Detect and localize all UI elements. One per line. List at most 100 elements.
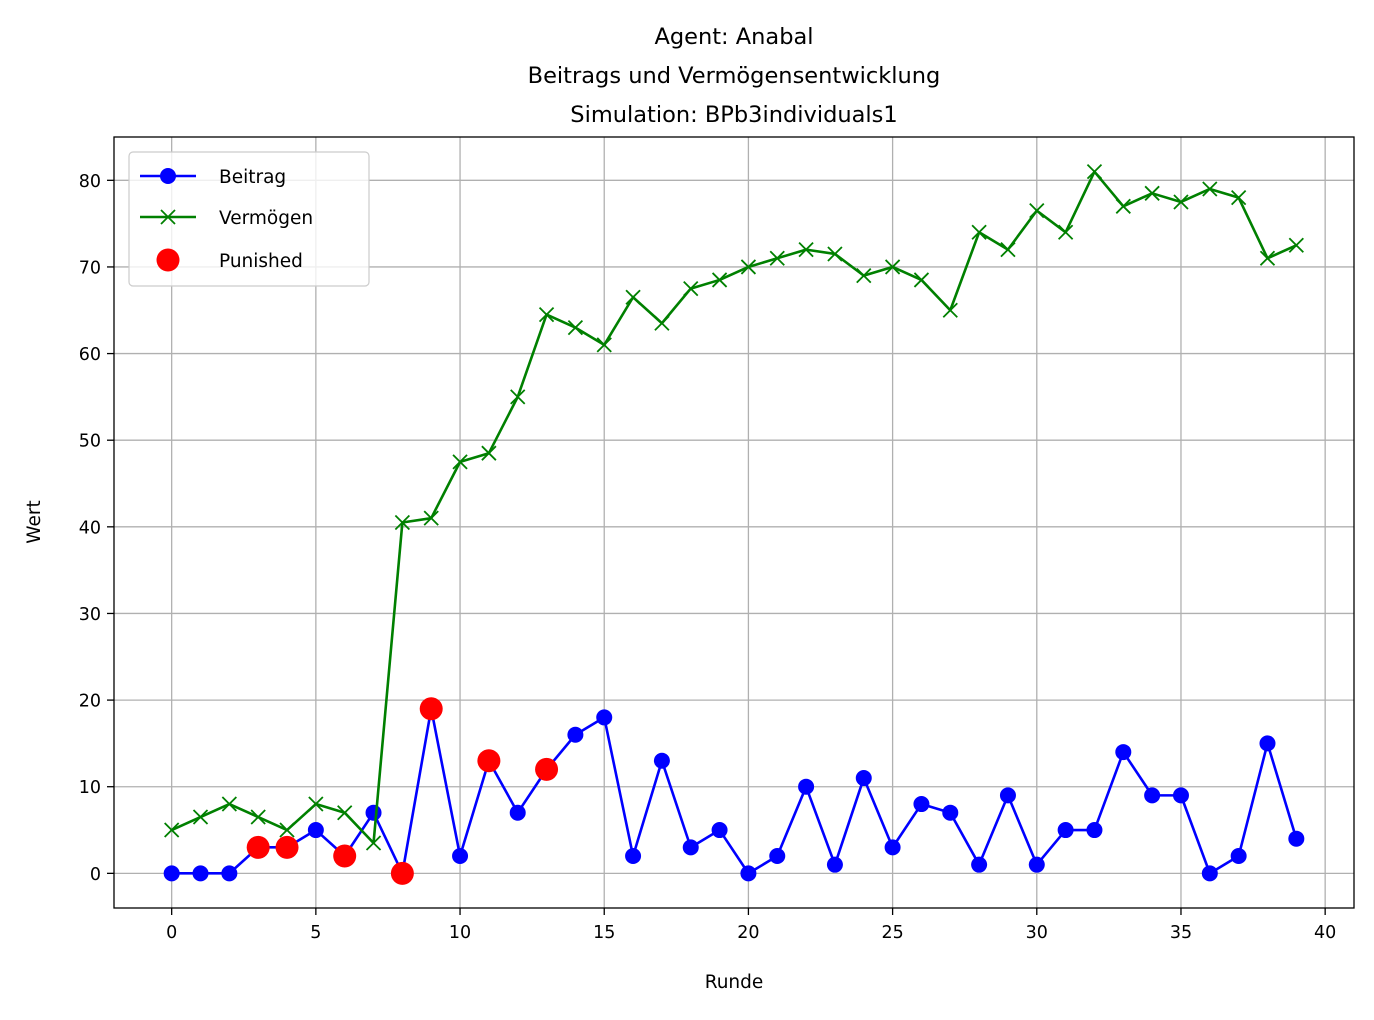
plot-frame [113, 136, 1355, 909]
beitrag-point [509, 804, 526, 821]
punished-point [246, 835, 270, 859]
x-marker-stroke [337, 805, 353, 821]
beitrag-point [452, 848, 469, 865]
x-marker-stroke [971, 224, 987, 240]
beitrag-point [365, 804, 382, 821]
beitrag-point [711, 822, 728, 839]
x-marker-stroke [884, 259, 901, 275]
beitrag-point [999, 787, 1016, 804]
x-marker-stroke [1000, 241, 1016, 258]
x-tick-label: 15 [593, 923, 615, 943]
x-marker-stroke [160, 209, 176, 225]
vermoegen-point [856, 267, 872, 284]
beitrag-point [221, 865, 238, 882]
vermoegen-point [1000, 241, 1016, 258]
x-marker-stroke [1288, 237, 1304, 253]
beitrag-point [884, 839, 901, 856]
x-marker-stroke [769, 250, 785, 266]
legend-label-vermoegen: Vermögen [219, 208, 313, 229]
vermoegen-point [769, 250, 785, 266]
legend-marker-punished [156, 248, 180, 272]
x-marker-stroke [683, 280, 699, 297]
vermoegen-point [1115, 198, 1131, 214]
beitrag-point [740, 865, 757, 882]
y-tick-label: 10 [79, 778, 101, 798]
x-marker-stroke [654, 315, 670, 331]
x-marker-stroke [394, 514, 411, 531]
vermoegen-point [683, 280, 699, 297]
x-marker-stroke [740, 259, 757, 275]
x-tick-label: 35 [1170, 923, 1192, 943]
beitrag-point [625, 848, 642, 865]
vermoegen-point [1086, 164, 1103, 180]
x-tick-label: 0 [166, 923, 177, 943]
y-tick-label: 60 [79, 345, 101, 365]
x-marker-stroke [192, 809, 209, 825]
beitrag-point [1288, 830, 1305, 847]
beitrag-point [596, 709, 613, 726]
x-marker-stroke [798, 241, 814, 258]
vermoegen-point [1173, 194, 1189, 210]
x-marker-stroke [423, 510, 439, 526]
vermoegen-point [1259, 250, 1276, 266]
vermoegen-point [308, 796, 324, 812]
y-tick-label: 0 [90, 865, 101, 885]
x-marker-stroke [913, 272, 930, 288]
beitrag-point [653, 752, 670, 769]
vermoegen-point [1231, 190, 1247, 206]
beitrag-point [567, 726, 584, 743]
x-marker-stroke [250, 809, 266, 825]
y-tick-label: 70 [79, 258, 101, 278]
x-axis-label: Runde [705, 972, 764, 993]
x-marker-stroke [452, 454, 468, 470]
x-tick-label: 40 [1314, 923, 1336, 943]
vermoegen-point [423, 510, 439, 526]
beitrag-point [826, 856, 843, 873]
vermoegen-point [365, 835, 382, 851]
vermoegen-point [1029, 202, 1045, 219]
x-tick-label: 5 [310, 923, 321, 943]
punished-point [477, 749, 501, 773]
vermoegen-point [192, 809, 209, 825]
beitrag-point [1144, 787, 1161, 804]
vermoegen-point [279, 822, 295, 838]
beitrag-point [1230, 848, 1247, 865]
legend-box [128, 151, 370, 287]
legend-label-punished: Punished [219, 251, 303, 272]
vermoegen-point [913, 272, 930, 288]
vermoegen-point [625, 289, 641, 305]
vermoegen-point [971, 224, 987, 240]
vermoegen-point [221, 796, 237, 812]
vermoegen-point [654, 315, 670, 331]
x-marker-stroke [1259, 250, 1276, 266]
beitrag-point [1028, 856, 1045, 873]
beitrag-point [1201, 865, 1218, 882]
x-marker-stroke [567, 319, 584, 336]
beitrag-line [171, 707, 1298, 875]
x-marker-stroke [625, 289, 641, 305]
beitrag-point [163, 865, 180, 882]
vermoegen-point [798, 241, 814, 258]
y-axis-label: Wert [24, 500, 45, 543]
y-tick-label: 50 [79, 432, 101, 452]
vermoegen-point [567, 319, 584, 336]
punished-point [275, 835, 299, 859]
x-marker-stroke [1173, 194, 1189, 210]
x-marker-stroke [308, 796, 324, 812]
vermoegen-point [711, 272, 728, 288]
x-tick-label: 20 [737, 923, 759, 943]
beitrag-point [1057, 822, 1074, 839]
vermoegen-point [1202, 181, 1218, 197]
x-tick-label: 30 [1026, 923, 1048, 943]
beitrag-point [855, 770, 872, 787]
vermoegen-point [481, 445, 497, 461]
x-marker-stroke [279, 822, 295, 838]
vermoegen-point [452, 454, 468, 470]
vermoegen-point [1057, 224, 1074, 240]
beitrag-point [1115, 744, 1132, 761]
y-tick-label: 40 [79, 518, 101, 538]
x-marker-stroke [827, 246, 843, 262]
beitrag-point [307, 822, 324, 839]
beitrag-point [1086, 822, 1103, 839]
